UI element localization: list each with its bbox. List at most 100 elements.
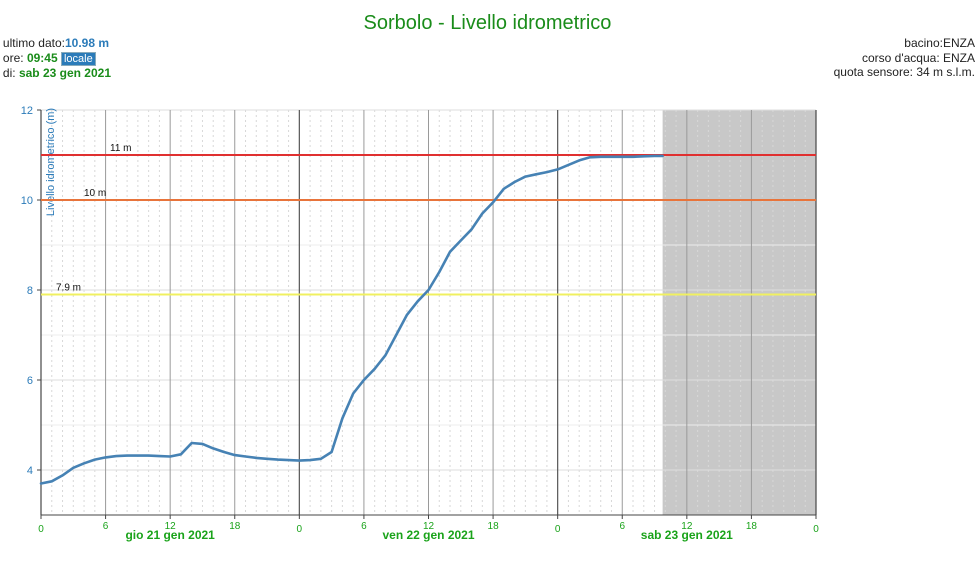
x-tick-label: 12	[423, 521, 435, 532]
last-reading-info: ultimo dato:10.98 m ore: 09:45 locale di…	[3, 36, 111, 80]
sensor-quota-info: quota sensore: 34 m s.l.m.	[833, 65, 975, 79]
local-time-badge[interactable]: locale	[60, 51, 96, 66]
data-point	[331, 451, 333, 453]
data-point	[61, 474, 64, 476]
last-value-row: ultimo dato:10.98 m	[3, 36, 111, 51]
last-value: 10.98 m	[64, 36, 110, 50]
data-point	[406, 314, 408, 316]
data-point	[266, 458, 268, 460]
future-shaded-region	[662, 110, 816, 515]
x-tick-label: 0	[297, 524, 303, 535]
data-point	[94, 459, 96, 461]
data-point	[83, 462, 85, 464]
data-point	[557, 168, 559, 170]
x-tick-label: 12	[165, 521, 177, 532]
data-point	[460, 239, 462, 242]
x-tick-label: 0	[813, 524, 819, 535]
day-label: gio 21 gen 2021	[125, 528, 215, 542]
time-value: 09:45	[26, 50, 58, 65]
data-point	[191, 442, 193, 444]
data-point	[395, 334, 397, 336]
water-level-series-line	[39, 154, 664, 485]
data-point	[503, 188, 505, 190]
chart-title: Sorbolo - Livello idrometrico	[363, 12, 612, 34]
data-point	[374, 368, 376, 370]
last-value-label: ultimo dato:	[2, 36, 65, 50]
data-point	[169, 455, 171, 458]
x-tick-label: 0	[555, 524, 561, 535]
basin-info: bacino:ENZA	[904, 36, 975, 50]
day-label: ven 22 gen 2021	[382, 528, 474, 542]
data-point	[567, 164, 570, 166]
date-label: di:	[2, 65, 19, 80]
data-point	[470, 228, 473, 230]
data-point	[427, 289, 430, 291]
data-point	[600, 156, 602, 158]
data-point	[126, 455, 128, 457]
data-point	[621, 156, 623, 158]
data-point	[492, 201, 494, 203]
y-tick-label: 4	[27, 465, 33, 477]
day-label: sab 23 gen 2021	[641, 528, 733, 542]
station-info: bacino:ENZA corso d'acqua: ENZA quota se…	[834, 36, 975, 80]
data-point	[653, 155, 656, 157]
data-point	[546, 171, 548, 173]
data-point	[244, 455, 247, 458]
data-point	[180, 453, 182, 455]
y-axis-label: Livello idrometrico (m)	[45, 108, 57, 216]
data-point	[158, 455, 161, 457]
x-tick-label: 6	[619, 521, 625, 532]
x-tick-label: 12	[681, 521, 693, 532]
data-point	[255, 457, 257, 459]
y-tick-label: 10	[21, 195, 33, 207]
data-point	[341, 417, 343, 419]
data-point	[40, 482, 42, 485]
data-point	[363, 379, 365, 381]
data-point	[449, 251, 451, 253]
data-point	[287, 459, 290, 461]
data-point	[201, 443, 204, 445]
time-label: ore:	[2, 50, 27, 65]
data-point	[72, 467, 74, 469]
data-point	[137, 455, 139, 457]
x-tick-label: 0	[38, 524, 44, 535]
data-point	[524, 176, 526, 178]
date-value: sab 23 gen 2021	[18, 65, 111, 80]
data-point	[320, 458, 322, 460]
data-point	[223, 451, 225, 453]
data-point	[51, 480, 53, 482]
data-point	[662, 155, 664, 157]
x-tick-label: 18	[746, 521, 758, 532]
data-point	[535, 173, 537, 175]
data-point	[632, 156, 634, 158]
river-info: corso d'acqua: ENZA	[861, 50, 975, 65]
data-point	[589, 156, 591, 158]
data-point	[514, 181, 516, 183]
threshold-label: 11 m	[110, 143, 132, 154]
data-point	[352, 392, 354, 395]
threshold-label: 7.9 m	[56, 283, 81, 294]
data-point	[115, 455, 117, 457]
date-row: di: sab 23 gen 2021	[3, 66, 111, 81]
data-point	[148, 455, 150, 457]
y-tick-label: 6	[27, 375, 33, 387]
data-point	[298, 459, 300, 462]
data-point	[309, 459, 311, 461]
y-tick-label: 12	[21, 105, 33, 117]
data-point	[481, 212, 483, 215]
data-point	[234, 454, 236, 456]
x-tick-label: 6	[361, 521, 367, 532]
x-tick-label: 6	[103, 521, 109, 532]
data-point	[643, 155, 645, 157]
data-point	[417, 300, 419, 302]
x-tick-label: 18	[229, 521, 241, 532]
x-tick-label: 18	[488, 521, 500, 532]
data-point	[610, 156, 613, 158]
data-point	[104, 456, 107, 458]
data-point	[438, 271, 440, 273]
y-tick-label: 8	[27, 285, 33, 297]
data-point	[578, 159, 580, 161]
data-point	[212, 447, 214, 449]
time-row: ore: 09:45 locale	[3, 51, 111, 66]
